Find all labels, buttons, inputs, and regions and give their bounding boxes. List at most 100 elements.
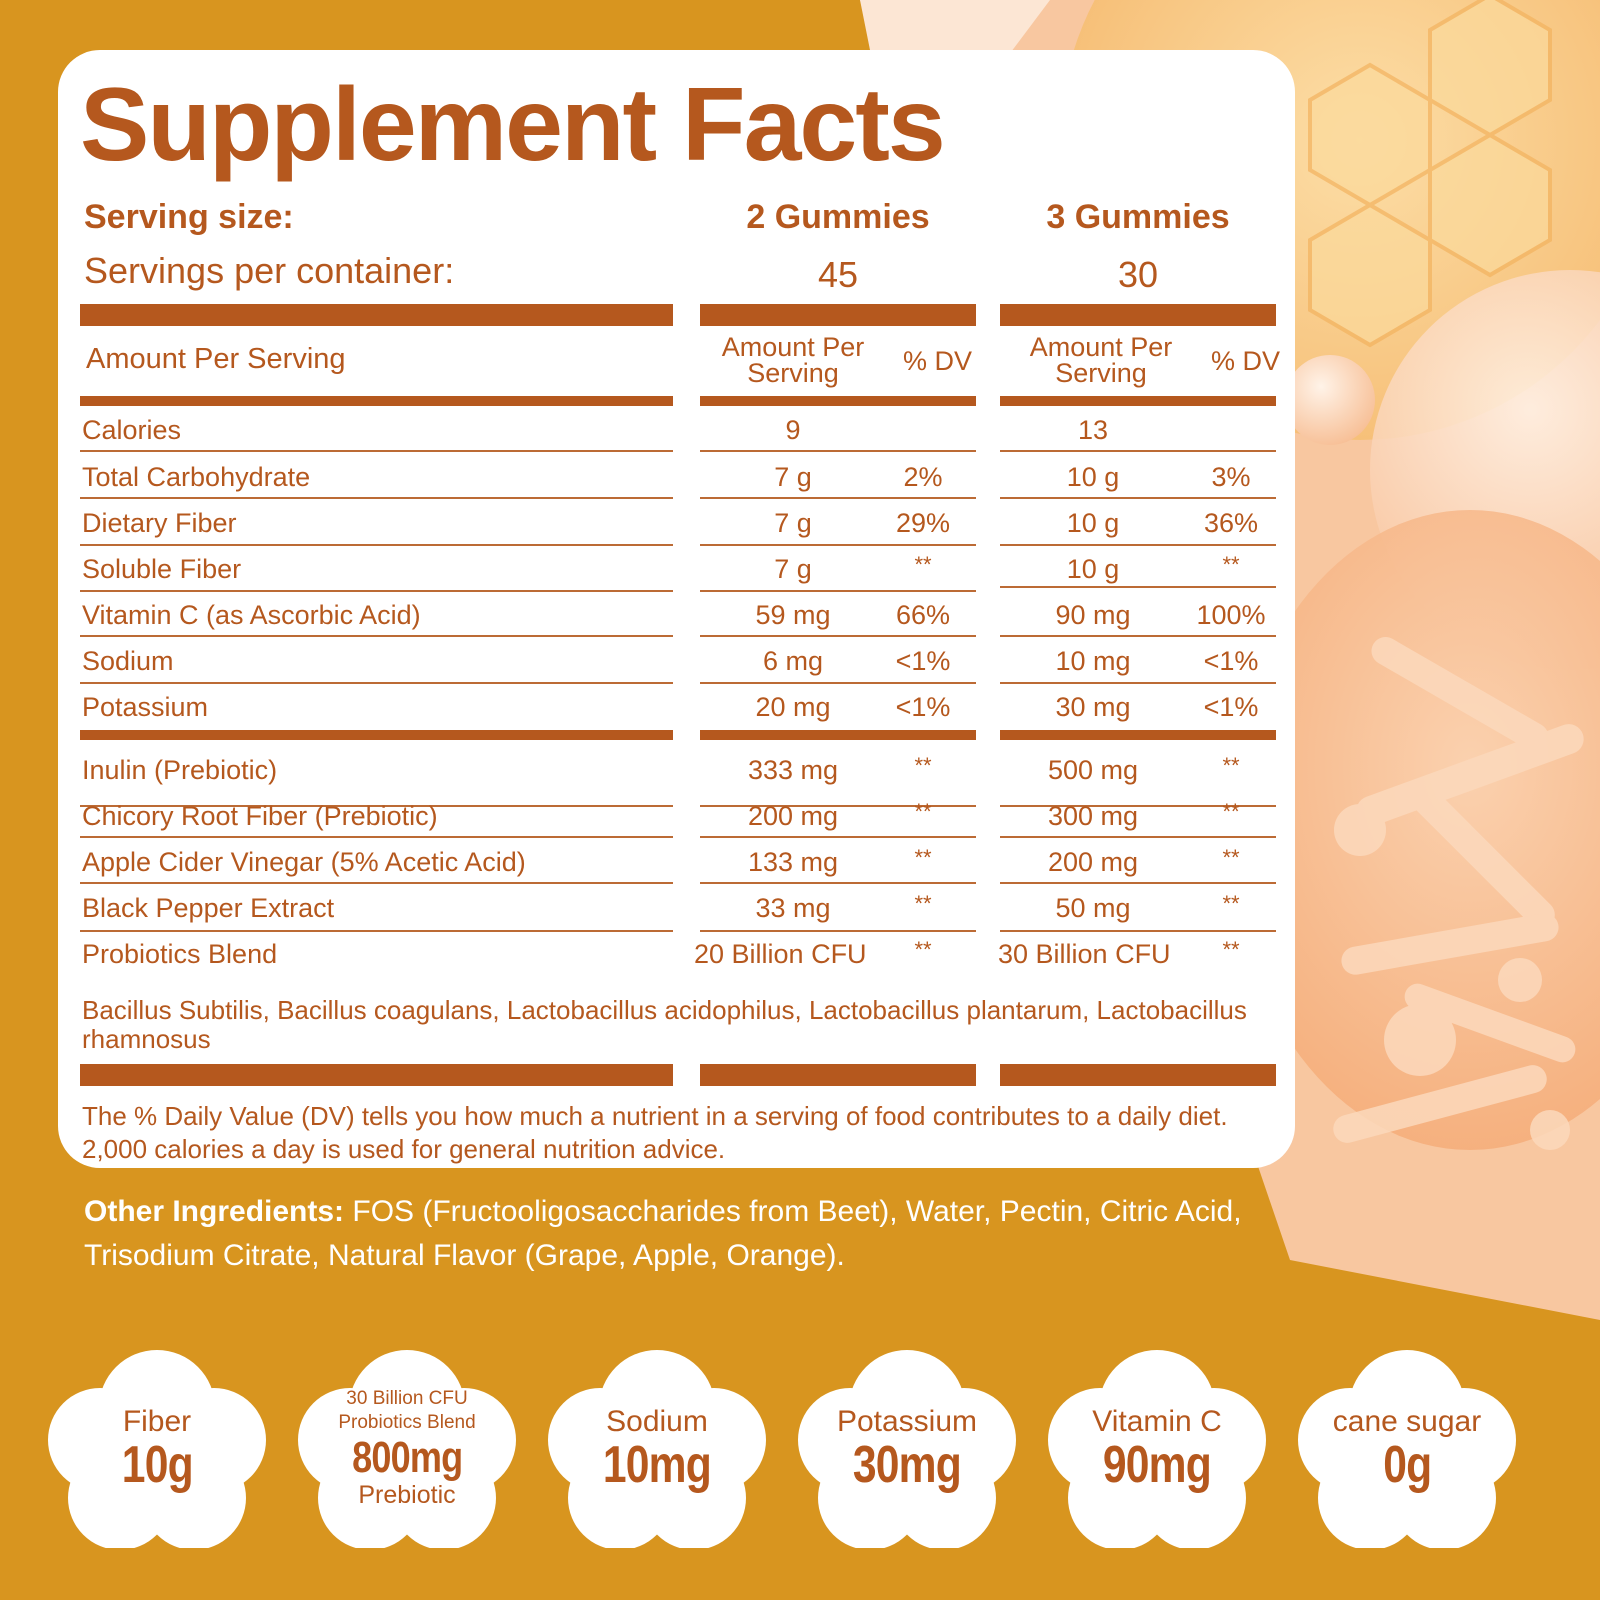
row-divider — [700, 836, 976, 838]
badge-value: 10mg — [602, 1436, 712, 1494]
serving-size-2: 2 Gummies — [746, 198, 930, 236]
badge-value: 10g — [121, 1436, 193, 1494]
other-ingredients: Other Ingredients: FOS (Fructooligosacch… — [84, 1190, 1324, 1278]
nutrient-dv-3: 3% — [1211, 462, 1251, 492]
badge-content: cane sugar 0g — [1298, 1348, 1516, 1548]
row-divider — [80, 635, 673, 637]
probiotic-strains: Bacillus Subtilis, Bacillus coagulans, L… — [82, 995, 1247, 1054]
row-divider — [1000, 497, 1276, 499]
row-divider — [700, 450, 976, 452]
nutrient-dv-2: <1% — [895, 646, 951, 676]
ingredient-dv-2: ** — [914, 891, 932, 916]
ingredient-dv-2: ** — [914, 799, 932, 824]
divider-thick — [80, 396, 673, 406]
nutrient-amount-3: 30 mg — [1055, 692, 1131, 722]
badge-value: 90mg — [1102, 1436, 1212, 1494]
nutrient-dv-2: 29% — [895, 508, 951, 538]
divider-thick — [80, 1064, 673, 1086]
divider-thick — [1000, 304, 1276, 326]
badge-content: Fiber 10g — [48, 1348, 266, 1548]
badge-label: Sodium — [606, 1405, 708, 1438]
page-title: Supplement Facts — [80, 67, 946, 183]
ingredient-amount-2: 133 mg — [747, 847, 839, 877]
other-ingredients-text: FOS (Fructooligosaccharides from Beet), … — [84, 1195, 1242, 1272]
nutrient-dv-2: ** — [914, 552, 932, 577]
ingredient-label: Black Pepper Extract — [82, 893, 335, 923]
row-divider — [80, 497, 673, 499]
divider-thick — [1000, 730, 1276, 740]
row-divider — [1000, 930, 1276, 932]
divider-thick — [700, 1064, 976, 1086]
serving-size-3: 3 Gummies — [1046, 198, 1230, 236]
badge-cane-sugar: cane sugar 0g — [1298, 1348, 1516, 1548]
ingredient-dv-3: ** — [1222, 799, 1240, 824]
header-line: Amount Per — [1029, 332, 1173, 362]
nutrient-dv-3: <1% — [1203, 692, 1259, 722]
flower-badge-icon — [298, 1350, 516, 1548]
header-line: Serving — [1055, 358, 1147, 388]
ingredient-dv-2: ** — [914, 753, 932, 778]
supplement-facts-panel: Supplement Facts Serving size: 2 Gummies… — [58, 50, 1295, 1168]
row-divider — [700, 635, 976, 637]
badge-content: Vitamin C 90mg — [1048, 1348, 1266, 1548]
badge-label: Fiber — [122, 1405, 192, 1438]
row-divider — [80, 682, 673, 684]
row-divider — [700, 930, 976, 932]
serving-size-label: Serving size: — [84, 198, 294, 236]
badge-sublabel: Prebiotic — [358, 1481, 456, 1509]
servings-per-container-3: 30 — [1117, 254, 1159, 295]
nutrient-label: Vitamin C (as Ascorbic Acid) — [82, 600, 421, 630]
ingredient-dv-2: ** — [914, 845, 932, 870]
column-header-dv-2: % DV — [903, 346, 973, 376]
flower-badge-icon — [48, 1350, 266, 1548]
badge-fiber: Fiber 10g — [48, 1348, 266, 1548]
nutrient-dv-2: <1% — [895, 692, 951, 722]
row-divider — [700, 682, 976, 684]
badge-label: cane sugar — [1332, 1405, 1482, 1438]
row-divider — [700, 882, 976, 884]
ingredient-label: Inulin (Prebiotic) — [82, 755, 278, 785]
divider-thick — [700, 396, 976, 406]
divider-thick — [700, 304, 976, 326]
column-header-amount-2: Amount Per Serving — [708, 332, 878, 387]
row-divider — [1000, 882, 1276, 884]
ingredient-label: Probiotics Blend — [82, 939, 278, 969]
nutrient-label: Total Carbohydrate — [82, 462, 311, 492]
row-divider — [700, 544, 976, 546]
badge-content: 30 Billion CFU Probiotics Blend 800mg Pr… — [298, 1348, 516, 1548]
nutrient-amount-2: 7 g — [774, 462, 812, 492]
badge-vitamin-c: Vitamin C 90mg — [1048, 1348, 1266, 1548]
other-ingredients-label: Other Ingredients: — [84, 1195, 345, 1228]
nutrient-dv-3: 36% — [1203, 508, 1259, 538]
row-divider — [80, 590, 673, 592]
nutrient-amount-3: 10 g — [1066, 554, 1120, 584]
header-line: Amount Per — [721, 332, 865, 362]
row-divider — [80, 836, 673, 838]
divider-thick — [1000, 396, 1276, 406]
ingredient-amount-3: 50 mg — [1055, 893, 1131, 923]
divider-thick — [80, 304, 673, 326]
daily-value-footnote: The % Daily Value (DV) tells you how muc… — [82, 1101, 1228, 1164]
highlight-badges: Fiber 10g 30 Billion CFU Probiotics Blen… — [40, 1348, 1560, 1548]
nutrient-amount-2: 7 g — [774, 508, 812, 538]
nutrient-amount-3: 13 — [1077, 415, 1109, 445]
flower-badge-icon — [1048, 1350, 1266, 1548]
row-divider — [1000, 586, 1276, 588]
badge-label: 30 Billion CFU — [346, 1388, 468, 1409]
nutrient-amount-2: 59 mg — [755, 600, 831, 630]
row-divider — [1000, 635, 1276, 637]
servings-per-container-label: Servings per container: — [84, 250, 455, 291]
nutrient-dv-2: 2% — [903, 462, 943, 492]
row-divider — [80, 930, 673, 932]
column-header-dv-3: % DV — [1211, 346, 1281, 376]
nutrient-label: Dietary Fiber — [82, 508, 237, 538]
nutrient-label: Soluble Fiber — [82, 554, 242, 584]
nutrient-amount-3: 10 mg — [1055, 646, 1131, 676]
nutrient-amount-2: 6 mg — [762, 646, 824, 676]
flower-badge-icon — [798, 1350, 1016, 1548]
nutrient-dv-3: <1% — [1203, 646, 1259, 676]
row-divider — [80, 544, 673, 546]
nutrient-amount-2: 7 g — [774, 554, 812, 584]
badge-potassium: Potassium 30mg — [798, 1348, 1016, 1548]
nutrient-amount-3: 10 g — [1066, 508, 1120, 538]
